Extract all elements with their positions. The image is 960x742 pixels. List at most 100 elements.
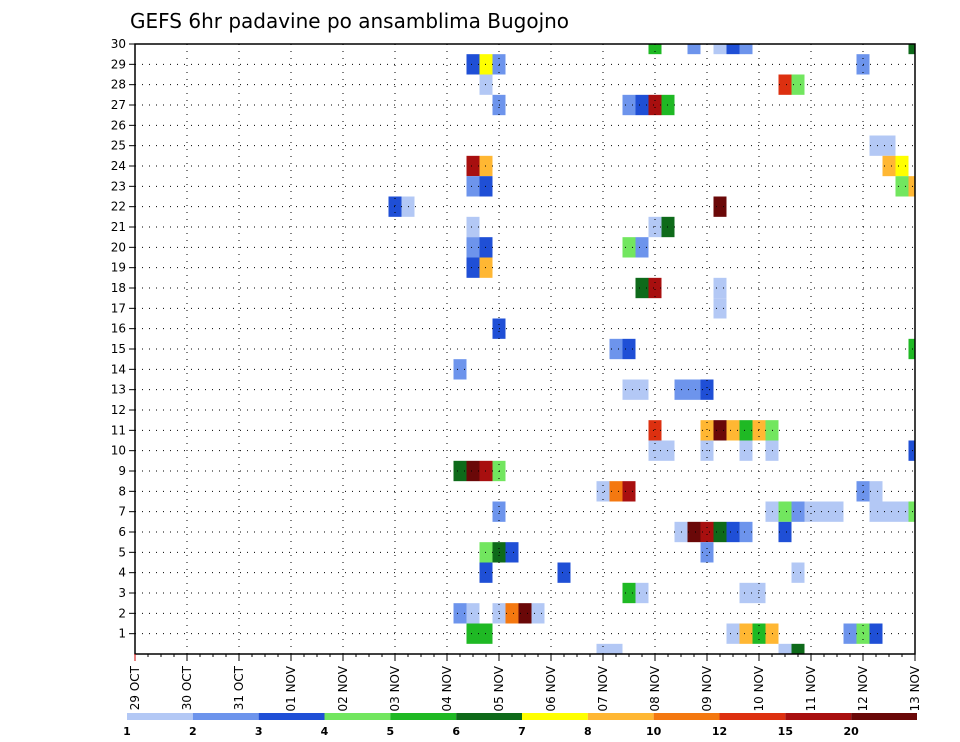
chart-title: GEFS 6hr padavine po ansamblima Bugojno xyxy=(130,9,569,33)
heatmap-cell xyxy=(739,582,753,604)
y-tick-label: 20 xyxy=(111,240,126,254)
heatmap-cell xyxy=(791,643,805,654)
legend-swatch xyxy=(719,713,786,720)
heatmap-cell xyxy=(622,94,636,116)
y-tick-label: 2 xyxy=(118,606,126,620)
heatmap-cell xyxy=(453,460,467,482)
x-tick-label: 10 NOV xyxy=(752,665,766,711)
y-tick-label: 1 xyxy=(118,627,126,641)
heatmap-cell xyxy=(739,440,753,461)
heatmap-cell xyxy=(830,501,844,522)
legend-swatch xyxy=(851,713,917,720)
heatmap-cell xyxy=(713,298,727,319)
heatmap-cell xyxy=(700,521,714,543)
heatmap-cell xyxy=(648,420,662,441)
y-tick-label: 13 xyxy=(111,383,126,397)
heatmap-cell xyxy=(700,542,714,563)
heatmap-cell xyxy=(726,623,740,644)
y-tick-label: 8 xyxy=(118,484,126,498)
y-tick-label: 23 xyxy=(111,179,126,193)
heatmap-cell xyxy=(505,603,519,624)
x-tick-label: 06 NOV xyxy=(544,665,558,711)
heatmap-cell xyxy=(882,501,896,522)
y-tick-label: 11 xyxy=(111,423,126,437)
legend-label: 12 xyxy=(712,725,727,738)
legend-swatch xyxy=(390,713,457,720)
heatmap-cell xyxy=(466,237,480,258)
heatmap-cell xyxy=(453,603,467,624)
heatmap-cell xyxy=(609,338,623,360)
heatmap-cell xyxy=(726,420,740,441)
y-tick-label: 5 xyxy=(118,545,126,559)
x-tick-label: 02 NOV xyxy=(336,665,350,711)
y-tick-label: 25 xyxy=(111,139,126,153)
x-tick-label: 04 NOV xyxy=(440,665,454,711)
heatmap-cell xyxy=(713,277,727,299)
heatmap-cell xyxy=(622,338,636,360)
heatmap-cell xyxy=(648,44,662,55)
heatmap-cells xyxy=(388,44,915,654)
y-tick-label: 22 xyxy=(111,200,126,214)
heatmap-cell xyxy=(895,176,909,197)
x-tick-label: 31 OCT xyxy=(232,665,246,710)
heatmap-cell xyxy=(466,257,480,278)
color-legend: 1 2 3 4 5 6 7 8 10 12 15 20 xyxy=(123,713,917,738)
legend-label: 20 xyxy=(844,725,860,738)
heatmap-cell xyxy=(466,216,480,238)
heatmap-cell xyxy=(804,501,818,522)
y-tick-label: 28 xyxy=(111,78,126,92)
heatmap-cell xyxy=(791,501,805,522)
y-tick-label: 19 xyxy=(111,261,126,275)
heatmap-cell xyxy=(778,501,792,522)
heatmap-cell xyxy=(635,582,649,604)
heatmap-cell xyxy=(791,74,805,95)
legend-swatch xyxy=(785,713,852,720)
heatmap-cell xyxy=(895,155,909,177)
heatmap-cell xyxy=(908,440,915,461)
heatmap-cell xyxy=(635,379,649,400)
heatmap-cell xyxy=(908,501,915,522)
legend-label: 6 xyxy=(452,725,460,738)
heatmap-cell xyxy=(908,176,915,197)
legend-label: 2 xyxy=(189,725,197,738)
heatmap-cell xyxy=(505,542,519,563)
heatmap-cell xyxy=(635,277,649,299)
heatmap-cell xyxy=(466,176,480,197)
y-tick-label: 7 xyxy=(118,505,126,519)
x-tick-label: 03 NOV xyxy=(388,665,402,711)
x-tick-label: 01 NOV xyxy=(284,665,298,711)
heatmap-cell xyxy=(466,155,480,177)
y-tick-label: 6 xyxy=(118,525,126,539)
x-axis: 29 OCT 30 OCT 31 OCT 01 NOV 02 NOV 03 NOV 04 N… xyxy=(128,654,922,712)
heatmap-cell xyxy=(466,623,480,644)
legend-swatch xyxy=(587,713,654,720)
heatmap-cell xyxy=(713,44,727,55)
heatmap-cell xyxy=(713,521,727,543)
y-tick-label: 30 xyxy=(111,37,126,51)
x-tick-label: 29 OCT xyxy=(128,665,142,710)
legend-swatch xyxy=(127,713,193,720)
heatmap-cell xyxy=(622,481,636,502)
legend-label: 1 xyxy=(123,725,131,738)
heatmap-cell xyxy=(622,582,636,604)
heatmap-cell xyxy=(609,481,623,502)
y-tick-label: 15 xyxy=(111,342,126,356)
heatmap-cell xyxy=(622,379,636,400)
x-tick-label: 05 NOV xyxy=(492,665,506,711)
heatmap-cell xyxy=(882,135,896,156)
heatmap-cell xyxy=(635,94,649,116)
heatmap-cell xyxy=(739,420,753,441)
legend-swatch xyxy=(258,713,325,720)
x-tick-label: 30 OCT xyxy=(180,665,194,710)
heatmap-cell xyxy=(622,237,636,258)
x-tick-label: 08 NOV xyxy=(648,665,662,711)
heatmap-cell xyxy=(791,562,805,583)
y-tick-label: 3 xyxy=(118,586,126,600)
heatmap-cell xyxy=(778,643,792,654)
heatmap-cell xyxy=(596,481,610,502)
legend-label: 4 xyxy=(321,725,329,738)
y-tick-label: 21 xyxy=(111,220,126,234)
heatmap-cell xyxy=(609,643,623,654)
heatmap-cell xyxy=(713,420,727,441)
legend-swatch xyxy=(456,713,522,720)
